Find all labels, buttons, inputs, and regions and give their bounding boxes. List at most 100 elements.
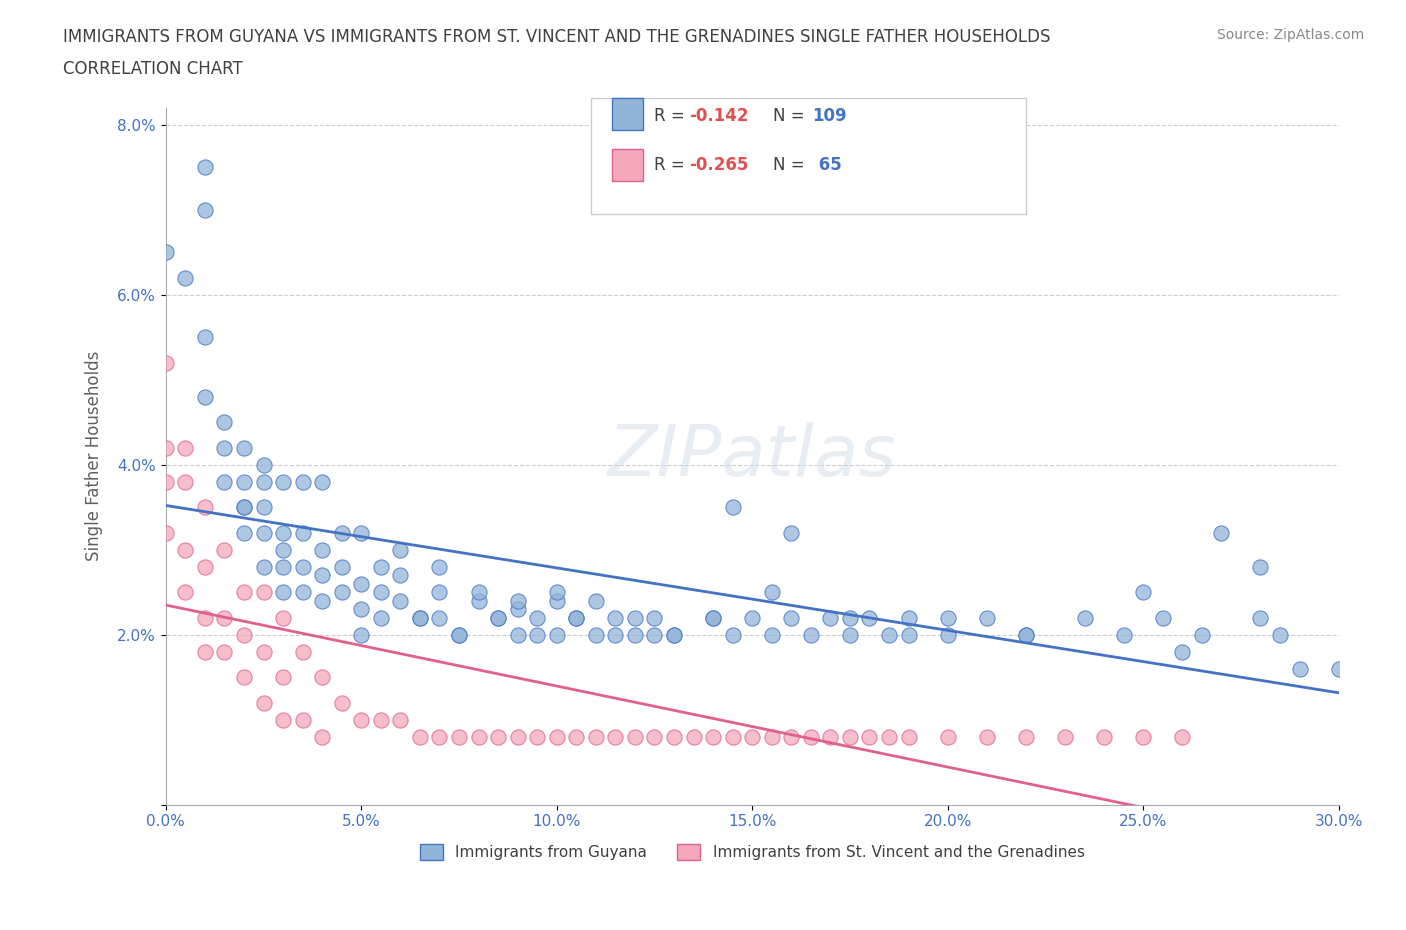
Point xyxy=(370,559,392,574)
Text: 65: 65 xyxy=(813,156,841,174)
Point xyxy=(839,610,862,625)
Point xyxy=(194,610,217,625)
Point xyxy=(546,729,568,744)
Point xyxy=(526,610,548,625)
Point xyxy=(155,474,177,489)
Point xyxy=(1132,729,1154,744)
Point xyxy=(155,440,177,455)
Point xyxy=(721,729,744,744)
Point xyxy=(761,627,783,642)
Point xyxy=(233,670,256,684)
Point xyxy=(936,729,959,744)
Point xyxy=(526,729,548,744)
Point xyxy=(1211,525,1233,540)
Point xyxy=(271,559,294,574)
Point xyxy=(233,440,256,455)
Point xyxy=(643,627,665,642)
Point xyxy=(233,525,256,540)
Point xyxy=(174,440,197,455)
Point xyxy=(291,525,314,540)
Point xyxy=(447,627,470,642)
Point xyxy=(702,610,724,625)
Point xyxy=(486,729,509,744)
Point xyxy=(1112,627,1135,642)
Point xyxy=(233,474,256,489)
Point xyxy=(252,585,274,600)
Point xyxy=(800,729,823,744)
Point xyxy=(252,458,274,472)
Point xyxy=(506,593,529,608)
Y-axis label: Single Father Households: Single Father Households xyxy=(86,352,103,562)
Point xyxy=(877,627,900,642)
Text: ZIPatlas: ZIPatlas xyxy=(607,422,897,491)
Text: 109: 109 xyxy=(813,107,848,125)
Point xyxy=(370,610,392,625)
Point xyxy=(1015,729,1038,744)
Point xyxy=(1092,729,1115,744)
Point xyxy=(429,559,451,574)
Point xyxy=(565,610,588,625)
Point xyxy=(741,610,763,625)
Point xyxy=(233,585,256,600)
Point xyxy=(291,559,314,574)
Text: R =: R = xyxy=(654,107,690,125)
Text: N =: N = xyxy=(773,156,810,174)
Point xyxy=(370,585,392,600)
Point xyxy=(311,593,333,608)
Point xyxy=(820,729,842,744)
Point xyxy=(897,610,920,625)
Point xyxy=(311,729,333,744)
Point xyxy=(233,499,256,514)
Point xyxy=(174,271,197,286)
Point xyxy=(214,542,236,557)
Point xyxy=(1015,627,1038,642)
Point xyxy=(252,644,274,659)
Point xyxy=(780,610,803,625)
Point xyxy=(1249,610,1271,625)
Point xyxy=(409,610,432,625)
Point xyxy=(858,610,880,625)
Point xyxy=(721,499,744,514)
Text: Source: ZipAtlas.com: Source: ZipAtlas.com xyxy=(1216,28,1364,42)
Point xyxy=(546,627,568,642)
Point xyxy=(624,627,647,642)
Point xyxy=(330,559,353,574)
Point xyxy=(936,627,959,642)
Point xyxy=(1171,729,1194,744)
Text: -0.265: -0.265 xyxy=(689,156,748,174)
Point xyxy=(526,627,548,642)
Point xyxy=(1327,661,1350,676)
Point xyxy=(174,542,197,557)
Point xyxy=(877,729,900,744)
Point xyxy=(409,610,432,625)
Point xyxy=(506,602,529,617)
Point xyxy=(721,627,744,642)
Point xyxy=(429,585,451,600)
Text: -0.142: -0.142 xyxy=(689,107,748,125)
Point xyxy=(389,712,412,727)
Point xyxy=(214,644,236,659)
Point xyxy=(1073,610,1095,625)
Point xyxy=(350,602,373,617)
Point xyxy=(194,644,217,659)
Point xyxy=(291,474,314,489)
Point xyxy=(1171,644,1194,659)
Point xyxy=(780,729,803,744)
Point xyxy=(271,610,294,625)
Point xyxy=(330,525,353,540)
Point xyxy=(447,627,470,642)
Point xyxy=(155,245,177,259)
Point xyxy=(155,525,177,540)
Point xyxy=(174,474,197,489)
Point xyxy=(682,729,704,744)
Point xyxy=(194,390,217,405)
Point xyxy=(506,729,529,744)
Point xyxy=(194,330,217,345)
Point xyxy=(429,610,451,625)
Point xyxy=(643,729,665,744)
Point xyxy=(761,729,783,744)
Text: IMMIGRANTS FROM GUYANA VS IMMIGRANTS FROM ST. VINCENT AND THE GRENADINES SINGLE : IMMIGRANTS FROM GUYANA VS IMMIGRANTS FRO… xyxy=(63,28,1050,46)
Point xyxy=(506,627,529,642)
Point xyxy=(1015,627,1038,642)
Point xyxy=(350,577,373,591)
